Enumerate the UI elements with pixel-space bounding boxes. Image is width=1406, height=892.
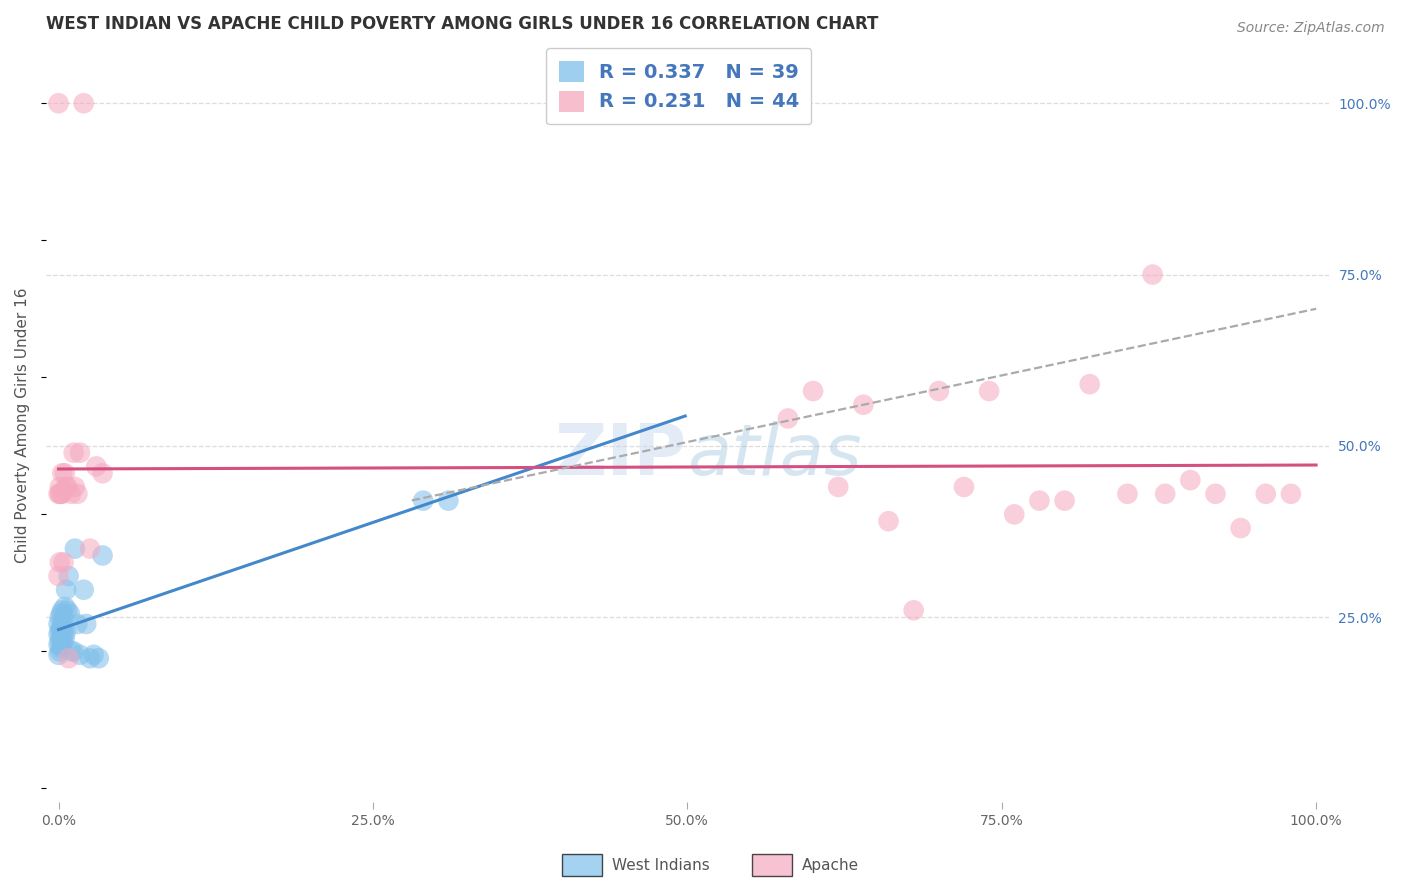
Point [437, 493, 460, 508]
Text: Source: ZipAtlas.com: Source: ZipAtlas.com [1237, 21, 1385, 36]
Point [977, 384, 1000, 398]
Point [49, 631, 72, 645]
Point [79, 651, 101, 665]
Point [1028, 493, 1050, 508]
Point [877, 514, 900, 528]
Point [48, 638, 70, 652]
Point [55, 624, 77, 638]
Point [48, 627, 70, 641]
Text: atlas: atlas [688, 421, 862, 490]
Point [83, 648, 105, 662]
Point [412, 493, 434, 508]
Point [953, 480, 976, 494]
Point [1279, 487, 1302, 501]
Point [928, 384, 950, 398]
Point [49, 480, 72, 494]
Point [1002, 508, 1025, 522]
Point [1154, 487, 1177, 501]
Point [1142, 268, 1164, 282]
Point [79, 541, 101, 556]
Point [58, 651, 80, 665]
Point [48, 617, 70, 632]
Point [53, 631, 76, 645]
Point [48, 569, 70, 583]
Point [1254, 487, 1277, 501]
Point [53, 467, 76, 481]
Point [69, 446, 91, 460]
Point [56, 480, 79, 494]
Point [60, 644, 83, 658]
Text: West Indians: West Indians [612, 858, 710, 872]
Point [51, 638, 73, 652]
Point [52, 610, 75, 624]
Point [73, 96, 96, 111]
Point [66, 617, 89, 632]
Point [49, 607, 72, 621]
Point [52, 634, 75, 648]
Point [48, 487, 70, 501]
Point [51, 467, 73, 481]
Point [59, 607, 82, 621]
Text: ZIP: ZIP [555, 421, 688, 490]
Point [55, 582, 77, 597]
Point [1053, 493, 1076, 508]
Point [56, 603, 79, 617]
Point [51, 617, 73, 632]
Point [1116, 487, 1139, 501]
Point [776, 411, 799, 425]
Point [91, 549, 114, 563]
Point [49, 620, 72, 634]
Point [53, 599, 76, 614]
Point [48, 96, 70, 111]
Point [49, 624, 72, 638]
Point [49, 640, 72, 655]
Point [52, 555, 75, 569]
Point [62, 446, 84, 460]
Point [51, 627, 73, 641]
Point [73, 582, 96, 597]
Point [63, 480, 86, 494]
Point [60, 487, 83, 501]
Point [852, 398, 875, 412]
Point [1204, 487, 1226, 501]
Point [1180, 473, 1202, 487]
Legend: R = 0.337   N = 39, R = 0.231   N = 44: R = 0.337 N = 39, R = 0.231 N = 44 [546, 48, 811, 125]
Point [91, 467, 114, 481]
Point [49, 610, 72, 624]
Point [49, 487, 72, 501]
Point [1229, 521, 1251, 535]
Point [827, 480, 849, 494]
Point [49, 644, 72, 658]
Point [87, 651, 110, 665]
Point [55, 480, 77, 494]
Point [49, 634, 72, 648]
Point [52, 624, 75, 638]
Point [1078, 377, 1101, 392]
Point [51, 487, 73, 501]
Point [66, 487, 89, 501]
Point [48, 648, 70, 662]
Point [63, 541, 86, 556]
Text: WEST INDIAN VS APACHE CHILD POVERTY AMONG GIRLS UNDER 16 CORRELATION CHART: WEST INDIAN VS APACHE CHILD POVERTY AMON… [46, 15, 879, 33]
Point [75, 617, 97, 632]
Point [903, 603, 925, 617]
Point [58, 569, 80, 583]
Text: Apache: Apache [801, 858, 859, 872]
Y-axis label: Child Poverty Among Girls Under 16: Child Poverty Among Girls Under 16 [15, 287, 30, 563]
Point [801, 384, 824, 398]
Point [84, 459, 107, 474]
Point [51, 603, 73, 617]
Point [49, 555, 72, 569]
Point [49, 487, 72, 501]
Point [62, 644, 84, 658]
Point [69, 648, 91, 662]
